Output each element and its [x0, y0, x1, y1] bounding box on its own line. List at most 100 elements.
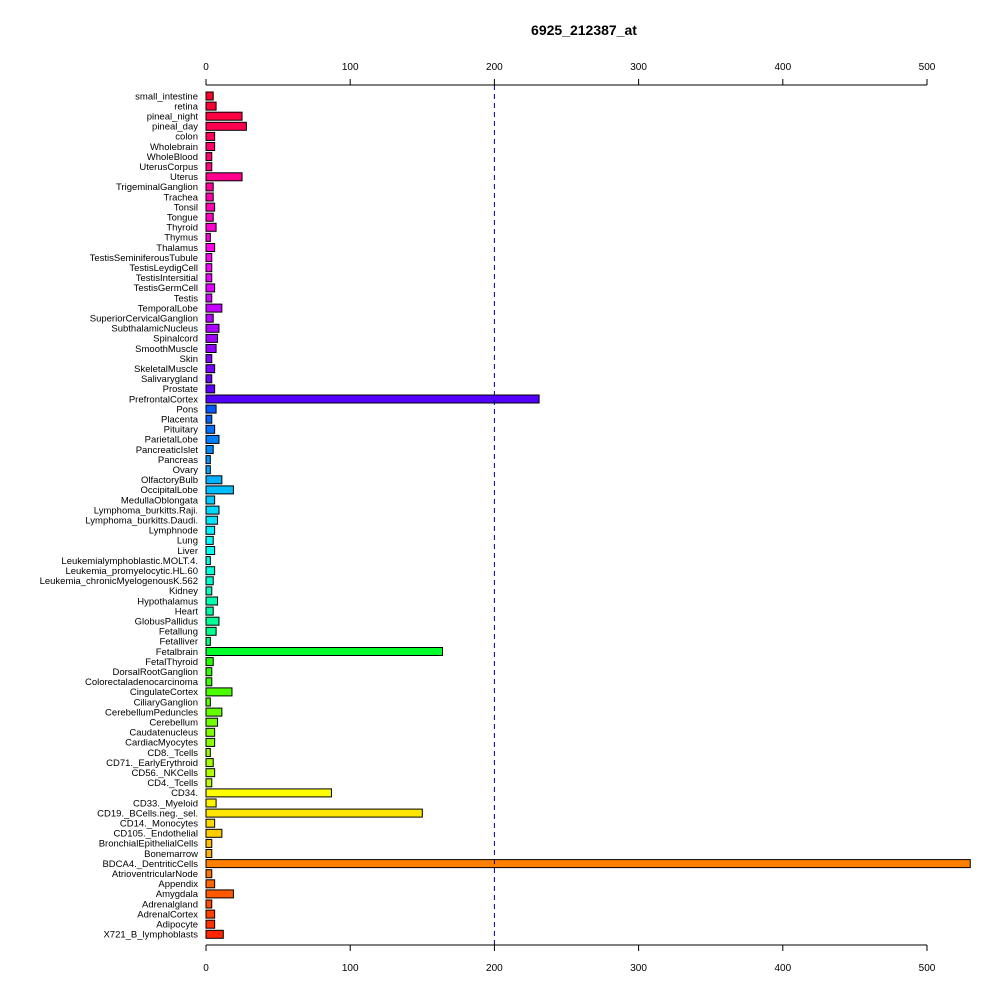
- bar-CerebellumPeduncles: [205, 707, 223, 717]
- bar-Placenta: [205, 414, 213, 424]
- bar-Amygdala: [205, 889, 234, 899]
- bar-X721_B_lymphoblasts: [205, 929, 224, 939]
- bar-Lymphoma_burkitts.Raji.: [205, 505, 220, 515]
- category-label-UterusCorpus: UterusCorpus: [139, 162, 198, 173]
- category-label-Cerebellum: Cerebellum: [149, 718, 198, 729]
- bar-CardiacMyocytes: [205, 737, 216, 747]
- bar-Fetalbrain: [205, 647, 443, 656]
- bar-SubthalamicNucleus: [205, 323, 220, 333]
- category-label-Thyroid: Thyroid: [166, 223, 198, 234]
- bar-Thymus: [205, 232, 211, 242]
- bar-Wholebrain: [205, 142, 216, 151]
- bar-Tongue: [205, 212, 214, 222]
- category-label-Caudatenucleus: Caudatenucleus: [129, 728, 198, 739]
- bar-TestisIntersitial: [205, 273, 213, 283]
- bar-Cerebellum: [205, 717, 219, 727]
- category-label-CD105._Endothelial: CD105._Endothelial: [113, 829, 198, 840]
- top-axis-tick-label-200: 200: [486, 62, 503, 73]
- category-label-Fetalbrain: Fetalbrain: [156, 647, 198, 658]
- category-label-BronchialEpithelialCells: BronchialEpithelialCells: [99, 839, 199, 850]
- bar-colon: [205, 131, 216, 141]
- category-label-CD56._NKCells: CD56._NKCells: [131, 768, 198, 779]
- bar-CingulateCortex: [205, 687, 233, 697]
- bar-Lung: [205, 535, 214, 545]
- category-label-X721_B_lymphoblasts: X721_B_lymphoblasts: [103, 930, 198, 941]
- category-label-Pituitary: Pituitary: [164, 425, 199, 436]
- category-label-CD34.: CD34.: [171, 788, 198, 799]
- bar-CD8._Tcells: [205, 748, 211, 757]
- bar-pineal_night: [205, 111, 243, 121]
- category-label-Prostate: Prostate: [163, 384, 198, 395]
- bar-AdrenalCortex: [205, 909, 216, 919]
- bar-Ovary: [205, 465, 211, 475]
- category-label-OlfactoryBulb: OlfactoryBulb: [141, 475, 198, 486]
- category-label-MedullaOblongata: MedullaOblongata: [121, 495, 199, 506]
- category-label-TestisLeydigCell: TestisLeydigCell: [129, 263, 198, 274]
- bar-Leukemia_promyelocytic.HL.60: [205, 566, 216, 576]
- bar-DorsalRootGanglion: [205, 667, 213, 677]
- bar-UterusCorpus: [205, 162, 213, 172]
- category-label-AdrenalCortex: AdrenalCortex: [137, 909, 198, 920]
- category-label-Tonsil: Tonsil: [174, 202, 198, 213]
- category-label-CD14._Monocytes: CD14._Monocytes: [120, 819, 198, 830]
- category-label-Thalamus: Thalamus: [156, 243, 198, 254]
- bar-TestisLeydigCell: [205, 263, 213, 273]
- bar-CD34.: [205, 788, 332, 798]
- bar-retina: [205, 101, 217, 111]
- top-axis-tick-label-0: 0: [203, 62, 209, 73]
- bar-SuperiorCervicalGanglion: [205, 313, 214, 323]
- bar-Pituitary: [205, 424, 216, 434]
- bar-WholeBlood: [205, 152, 213, 162]
- category-label-TestisSeminiferousTubule: TestisSeminiferousTubule: [90, 253, 198, 264]
- category-label-Colorectaladenocarcinoma: Colorectaladenocarcinoma: [85, 677, 199, 688]
- bar-CD33._Myeloid: [205, 798, 217, 808]
- bar-AtrioventricularNode: [205, 869, 213, 879]
- category-label-Leukemialymphoblastic.MOLT.4.: Leukemialymphoblastic.MOLT.4.: [61, 556, 198, 567]
- bar-MedullaOblongata: [205, 495, 216, 505]
- category-label-Pancreas: Pancreas: [158, 455, 198, 466]
- category-label-WholeBlood: WholeBlood: [147, 152, 198, 163]
- bar-pineal_day: [205, 121, 247, 131]
- category-label-Hypothalamus: Hypothalamus: [137, 596, 198, 607]
- category-label-CiliaryGanglion: CiliaryGanglion: [134, 697, 198, 708]
- category-label-CD71._EarlyErythroid: CD71._EarlyErythroid: [106, 758, 198, 769]
- category-label-Tongue: Tongue: [167, 213, 198, 224]
- bar-Fetallung: [205, 626, 217, 636]
- category-label-CD4._Tcells: CD4._Tcells: [147, 778, 198, 789]
- bottom-axis-tick-label-100: 100: [342, 963, 359, 974]
- category-label-CardiacMyocytes: CardiacMyocytes: [125, 738, 198, 749]
- category-label-GlobusPallidus: GlobusPallidus: [135, 617, 199, 628]
- category-label-AtrioventricularNode: AtrioventricularNode: [112, 869, 198, 880]
- bar-SkeletalMuscle: [205, 364, 216, 374]
- category-label-TestisGermCell: TestisGermCell: [134, 283, 198, 294]
- bar-BronchialEpithelialCells: [205, 838, 213, 848]
- bar-FetalThyroid: [205, 657, 214, 667]
- bar-Adrenalgland: [205, 899, 213, 909]
- category-label-colon: colon: [175, 132, 198, 143]
- chart-title: 6925_212387_at: [531, 22, 637, 38]
- category-label-small_intestine: small_intestine: [135, 91, 198, 102]
- category-label-Placenta: Placenta: [161, 415, 199, 426]
- category-label-OccipitalLobe: OccipitalLobe: [140, 485, 198, 496]
- category-label-TemporalLobe: TemporalLobe: [138, 303, 198, 314]
- category-label-DorsalRootGanglion: DorsalRootGanglion: [112, 667, 198, 678]
- category-label-SmoothMuscle: SmoothMuscle: [135, 344, 198, 355]
- bar-Leukemia_chronicMyelogenousK.562: [205, 576, 214, 586]
- bar-Caudatenucleus: [205, 727, 216, 737]
- bar-TestisSeminiferousTubule: [205, 253, 213, 263]
- category-label-Wholebrain: Wholebrain: [150, 142, 198, 153]
- category-label-CD8._Tcells: CD8._Tcells: [147, 748, 198, 759]
- bar-Appendix: [205, 879, 216, 889]
- bar-OlfactoryBulb: [205, 475, 223, 485]
- bar-Leukemialymphoblastic.MOLT.4.: [205, 556, 211, 566]
- category-label-TestisIntersitial: TestisIntersitial: [136, 273, 198, 284]
- top-axis-tick-label-500: 500: [919, 62, 936, 73]
- category-label-BDCA4._DentriticCells: BDCA4._DentriticCells: [102, 859, 198, 870]
- category-label-SkeletalMuscle: SkeletalMuscle: [134, 364, 198, 375]
- bar-CD105._Endothelial: [205, 828, 223, 838]
- bottom-axis-tick-label-500: 500: [919, 963, 936, 974]
- category-label-Uterus: Uterus: [170, 172, 198, 183]
- bar-Hypothalamus: [205, 596, 219, 606]
- category-label-PrefrontalCortex: PrefrontalCortex: [129, 394, 198, 405]
- bar-Uterus: [205, 172, 243, 182]
